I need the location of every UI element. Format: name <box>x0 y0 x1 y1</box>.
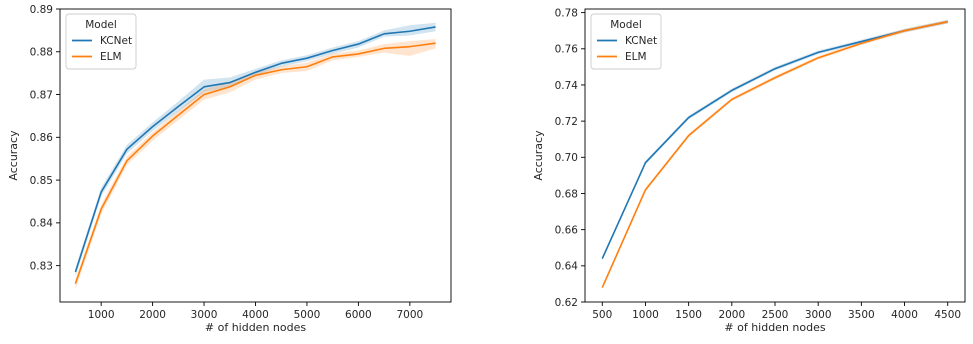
series-line-elm <box>74 42 436 284</box>
x-axis-label: # of hidden nodes <box>724 321 825 334</box>
x-tick-label: 2500 <box>762 309 789 321</box>
x-tick-label: 3000 <box>191 309 218 321</box>
y-tick-label: 0.85 <box>30 175 53 187</box>
x-tick-label: 4000 <box>242 309 269 321</box>
legend-label-elm: ELM <box>100 51 122 63</box>
y-tick-label: 0.88 <box>30 47 53 59</box>
x-axis-label: # of hidden nodes <box>205 321 306 334</box>
legend-box <box>590 13 662 70</box>
series-line-elm <box>601 20 948 288</box>
x-tick-label: 6000 <box>345 309 372 321</box>
y-tick-label: 0.87 <box>30 89 53 101</box>
chart-2: 500 1000 1500 2000 2500 3000 3500 4000 4500 0.62 0… <box>532 7 966 334</box>
y-tick-label: 0.86 <box>30 132 54 144</box>
y-tick-label: 0.74 <box>555 80 579 92</box>
x-tick-label: 4000 <box>891 309 918 321</box>
y-axis-label: Accuracy <box>7 130 20 181</box>
legend-label-kcnet: KCNet <box>100 35 132 47</box>
x-tick-label: 4500 <box>934 309 961 321</box>
y-tick-label: 0.89 <box>30 4 53 16</box>
x-tick-label: 7000 <box>396 309 423 321</box>
y-axis-label: Accuracy <box>532 130 545 181</box>
legend-label-elm: ELM <box>625 51 647 63</box>
series-band-kcnet <box>75 22 436 277</box>
series-band-elm <box>75 38 436 290</box>
y-tick-label: 0.72 <box>555 116 578 128</box>
y-tick-label: 0.64 <box>555 261 579 273</box>
x-tick-label: 1500 <box>675 309 702 321</box>
y-tick-label: 0.62 <box>555 297 578 309</box>
y-tick-label: 0.84 <box>30 218 54 230</box>
y-tick-label: 0.68 <box>555 188 578 200</box>
legend-title: Model <box>85 19 117 31</box>
x-tick-label: 2000 <box>718 309 745 321</box>
x-tick-label: 2000 <box>139 309 166 321</box>
legend-label-kcnet: KCNet <box>625 35 657 47</box>
x-tick-label: 5000 <box>294 309 321 321</box>
y-tick-label: 0.66 <box>555 224 579 236</box>
y-tick-label: 0.83 <box>30 260 53 272</box>
legend-box <box>65 13 137 70</box>
x-tick-label: 3500 <box>848 309 875 321</box>
x-tick-label: 1000 <box>88 309 115 321</box>
x-tick-label: 1000 <box>632 309 659 321</box>
y-tick-label: 0.78 <box>555 7 578 19</box>
x-tick-label: 500 <box>592 309 612 321</box>
chart-1: 1000 2000 3000 4000 5000 6000 7000 0.83 0.84 0.85… <box>7 4 452 334</box>
y-tick-label: 0.76 <box>555 44 579 56</box>
y-tick-label: 0.70 <box>555 152 578 164</box>
x-tick-label: 3000 <box>805 309 832 321</box>
series-line-kcnet <box>74 26 436 273</box>
legend-title: Model <box>610 19 642 31</box>
